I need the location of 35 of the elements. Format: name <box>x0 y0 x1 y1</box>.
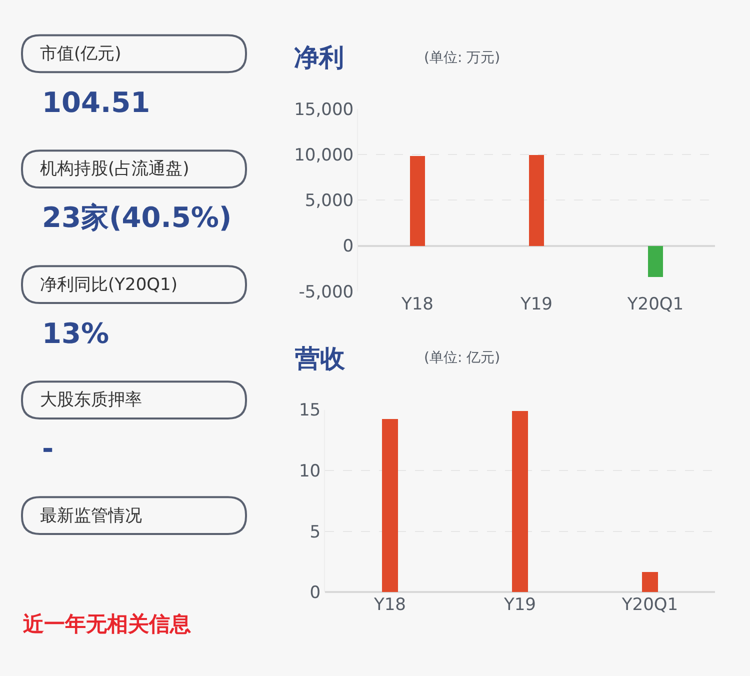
y-tick-label: 10 <box>298 462 321 482</box>
bar <box>512 410 528 592</box>
text: 104.51 <box>42 86 150 119</box>
text: 13% <box>42 317 110 350</box>
category-label: 大股东质押率 <box>40 390 142 410</box>
y-tick-label: 0 <box>342 236 354 257</box>
y-tick-label: 5 <box>310 522 321 542</box>
y-tick-label: 15 <box>298 400 321 421</box>
x-tick-label: Y19 <box>519 294 553 314</box>
category-label: 市值(亿元) <box>40 44 122 64</box>
chart-title: 营收 <box>294 344 346 373</box>
chart-subtitle: (单位: 万元) <box>424 50 500 66</box>
text: 近一年无相关信息 <box>22 612 191 636</box>
y-tick-label: 5,000 <box>304 191 354 212</box>
bar <box>410 156 425 246</box>
y-tick-label: 10,000 <box>294 146 354 166</box>
x-tick-label: Y18 <box>400 294 434 314</box>
x-tick-label: Y20Q1 <box>620 595 678 616</box>
bar <box>382 418 398 592</box>
y-tick-label: -5,000 <box>298 282 354 302</box>
chart-title: 净利 <box>294 43 344 72</box>
category-label: 机构持股(占流通盘) <box>40 159 190 179</box>
text: - <box>42 432 54 465</box>
category-label: 净利同比(Y20Q1) <box>40 275 178 295</box>
bar <box>642 572 658 592</box>
x-tick-label: Y19 <box>502 595 536 616</box>
y-tick-label: 15,000 <box>294 100 354 120</box>
bar <box>648 246 663 277</box>
x-tick-label: Y20Q1 <box>626 294 684 314</box>
x-tick-label: Y18 <box>372 595 406 616</box>
y-tick-label: 0 <box>310 583 321 604</box>
bar <box>529 154 544 246</box>
chart-subtitle: (单位: 亿元) <box>424 350 500 366</box>
text: 23家(40.5%) <box>42 201 232 234</box>
category-label: 最新监管情况 <box>40 506 142 526</box>
